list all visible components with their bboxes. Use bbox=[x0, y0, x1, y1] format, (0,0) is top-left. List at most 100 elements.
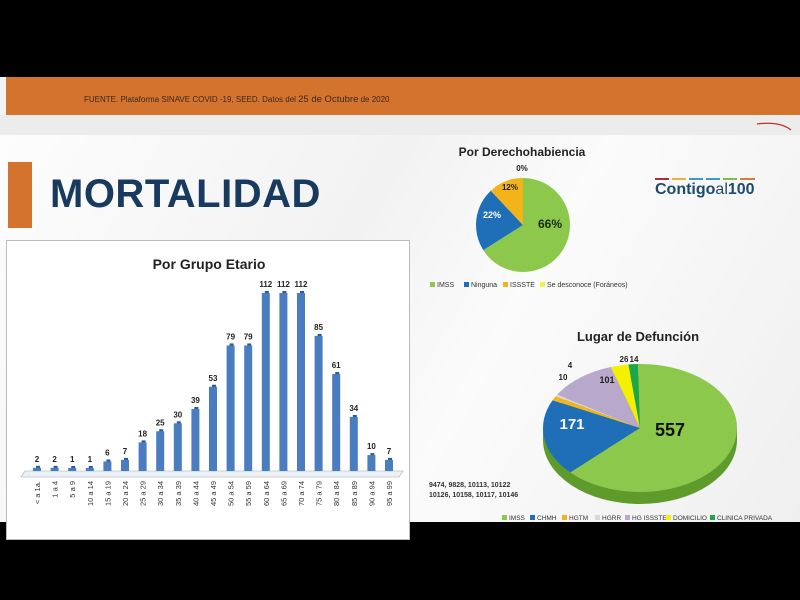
tick-label: 55 a 59 bbox=[244, 481, 253, 506]
tick-label: 70 a 74 bbox=[297, 481, 306, 506]
slide: FUENTE. Plataforma SINAVE COVID -19, SEE… bbox=[0, 77, 800, 540]
tick-label: 95 a 99 bbox=[385, 481, 394, 506]
tick-label: 30 a 34 bbox=[156, 481, 165, 506]
bar bbox=[226, 345, 235, 471]
bar bbox=[156, 431, 165, 471]
legend-swatch bbox=[666, 515, 671, 520]
annotation-text: 9474, 9828, 10113, 10122 bbox=[429, 482, 510, 489]
pie-slice bbox=[543, 400, 640, 473]
data-label: 7 bbox=[123, 447, 128, 456]
derechohabiencia-pie-chart: Por Derechohabiencia 66% 22% 12% 0% IMSS Ningu… bbox=[430, 145, 628, 289]
slide-body: MORTALIDAD Contigoal100 Por Grupo Etario… bbox=[0, 135, 800, 540]
data-label: 79 bbox=[244, 332, 253, 341]
data-label: 2 bbox=[35, 455, 40, 464]
bar bbox=[103, 461, 112, 471]
chart-title: Por Grupo Etario bbox=[153, 256, 266, 272]
source-prefix: FUENTE. Plataforma SINAVE COVID -19, SEE… bbox=[84, 95, 299, 104]
bar bbox=[314, 335, 323, 471]
tick-label: 50 a 54 bbox=[227, 481, 236, 506]
tick-label: < a 1a. bbox=[33, 481, 42, 504]
data-label: 1 bbox=[88, 455, 93, 464]
gray-band bbox=[0, 115, 800, 135]
legend-label: ISSSTE bbox=[510, 282, 535, 289]
legend-swatch bbox=[502, 515, 507, 520]
data-label: 112 bbox=[295, 280, 308, 289]
bar bbox=[68, 468, 77, 471]
data-label: 18 bbox=[138, 429, 147, 438]
slice-label: 66% bbox=[538, 217, 562, 231]
legend-swatch bbox=[540, 282, 545, 287]
bar bbox=[138, 442, 147, 471]
data-label: 39 bbox=[191, 396, 200, 405]
bar-side bbox=[71, 466, 76, 469]
bar bbox=[209, 386, 217, 471]
bar bbox=[261, 293, 270, 471]
title-accent-bar bbox=[8, 162, 32, 228]
tick-label: 80 a 84 bbox=[332, 481, 341, 506]
data-label: 6 bbox=[105, 448, 110, 457]
source-text: FUENTE. Plataforma SINAVE COVID -19, SEE… bbox=[84, 94, 390, 105]
source-suffix: de 2020 bbox=[358, 95, 390, 104]
bar bbox=[385, 459, 393, 471]
pie-slice bbox=[490, 178, 523, 225]
legend-swatch bbox=[530, 515, 535, 520]
pie-slice bbox=[483, 178, 570, 272]
slice-label: 557 bbox=[655, 420, 685, 440]
legend-swatch bbox=[430, 282, 435, 287]
data-label: 61 bbox=[332, 361, 341, 370]
page-title: MORTALIDAD bbox=[50, 172, 321, 216]
tick-label: 40 a 44 bbox=[191, 481, 200, 506]
data-label: 10 bbox=[367, 442, 376, 451]
legend-label: HGRR bbox=[602, 515, 621, 522]
chart-title: Lugar de Defunción bbox=[577, 329, 699, 344]
slice-label: 22% bbox=[483, 210, 501, 220]
bar bbox=[121, 459, 129, 471]
bar-side bbox=[53, 465, 58, 469]
pie-slice bbox=[476, 190, 523, 251]
chart-floor bbox=[20, 470, 404, 478]
source-banner: FUENTE. Plataforma SINAVE COVID -19, SEE… bbox=[6, 77, 800, 115]
bar bbox=[367, 455, 376, 471]
bar bbox=[173, 423, 182, 471]
legend-label: CHMH bbox=[537, 515, 557, 522]
pie-slice bbox=[628, 364, 640, 428]
source-date: 25 de Octubre bbox=[298, 94, 359, 105]
tick-label: 85 a 89 bbox=[350, 481, 359, 506]
slice-label: 101 bbox=[599, 375, 614, 385]
tick-label: 45 a 49 bbox=[209, 481, 218, 506]
tick-label: 20 a 24 bbox=[121, 481, 130, 506]
tick-label: 65 a 69 bbox=[279, 481, 288, 506]
tick-label: 1 a 4 bbox=[51, 481, 60, 498]
slice-label: 26 bbox=[620, 355, 629, 364]
data-label: 7 bbox=[387, 447, 392, 456]
tick-label: 10 a 14 bbox=[86, 481, 95, 506]
legend-label: CLINICA PRIVADA bbox=[717, 515, 773, 522]
legend-label: Ninguna bbox=[471, 282, 497, 289]
data-label: 85 bbox=[314, 323, 323, 332]
data-label: 25 bbox=[156, 418, 165, 427]
data-label: 112 bbox=[277, 280, 290, 289]
pie-slice bbox=[570, 364, 737, 492]
tick-label: 25 a 29 bbox=[139, 481, 148, 506]
pie-slice bbox=[610, 364, 640, 428]
data-label: 2 bbox=[52, 455, 57, 464]
legend-label: IMSS bbox=[509, 515, 526, 522]
annotation-text: 10126, 10158, 10117, 10146 bbox=[429, 492, 518, 499]
bar bbox=[279, 293, 288, 471]
bar bbox=[332, 374, 341, 471]
tick-label: 60 a 64 bbox=[262, 481, 271, 506]
data-label: 53 bbox=[209, 374, 218, 383]
legend-swatch bbox=[464, 282, 469, 287]
tick-label: 5 a 9 bbox=[68, 481, 77, 498]
data-label: 34 bbox=[349, 404, 358, 413]
age-chart-panel: Por Grupo Etario 2 < a 1a. 2 1 a 4 1 5 a 9 1 10 … bbox=[6, 240, 410, 540]
legend-swatch bbox=[562, 515, 567, 520]
pie-slice bbox=[555, 394, 640, 428]
chart-title: Por Derechohabiencia bbox=[459, 145, 586, 159]
age-bar-chart: Por Grupo Etario 2 < a 1a. 2 1 a 4 1 5 a 9 1 10 … bbox=[20, 256, 404, 506]
data-label: 1 bbox=[70, 455, 75, 464]
red-stroke-decoration bbox=[756, 122, 792, 131]
tick-label: 90 a 94 bbox=[367, 481, 376, 506]
pie-slice bbox=[552, 396, 640, 428]
tick-label: 75 a 79 bbox=[315, 481, 324, 506]
